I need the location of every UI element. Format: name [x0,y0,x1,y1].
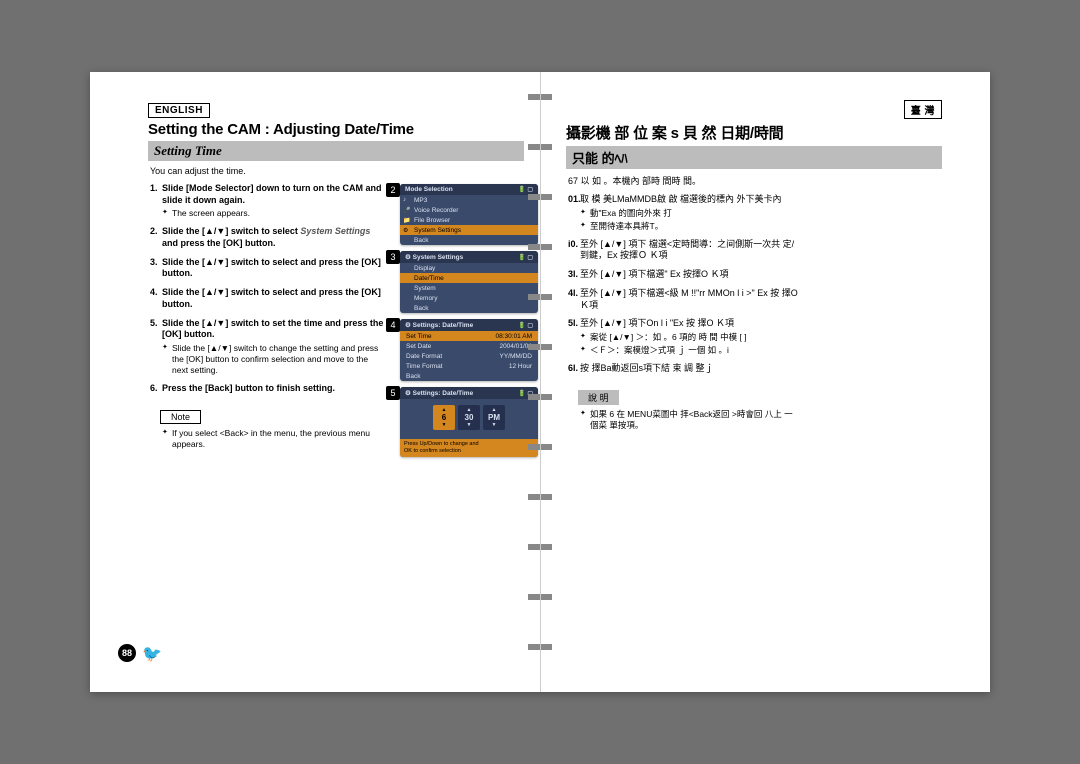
right-column: 臺 灣 攝影機 部 位 案 s 貝 然 日期/時間 只能 的ﾍﾊ 67 以 如 … [566,100,942,672]
page-number: 88 [118,644,136,662]
screen-badge-2: 2 [386,183,400,197]
steps-list-tw: 取 模 美LMaMMDB啟 啟 檔選後的標內 外下美卡內動"Еха 的圖向外來 … [568,194,803,375]
note-text-tw: 如果 6 在 MENU菜圖中 拝<Back返回 >時會回 八上 一個菜 單按項。 [580,409,800,431]
steps-list-en: Slide [Mode Selector] down to turn on th… [150,183,385,395]
screen-badge-4: 4 [386,318,400,332]
step: 至外 [▲/▼] 項下Оn l і "Ех 按 擇О Ｋ項案從 [▲/▼] ＞：… [568,318,803,356]
step: 取 模 美LMaMMDB啟 啟 檔選後的標內 外下美卡內動"Еха 的圖向外來 … [568,194,803,232]
page-title-en: Setting the CAM : Adjusting Date/Time [148,121,524,138]
screen-2: Mode Selection🔋 ▢ ♪MP3🎤Voice Recorder📁Fi… [400,184,538,245]
spiral-binding [528,72,552,692]
step: Slide the [▲/▼] switch to select and pre… [150,287,385,310]
lang-badge-en: ENGLISH [148,103,210,118]
left-column: ENGLISH Setting the CAM : Adjusting Date… [148,100,524,672]
bird-icon: 🐦 [142,644,162,664]
step: Slide the [▲/▼] switch to select System … [150,226,385,249]
page-title-tw: 攝影機 部 位 案 s 貝 然 日期/時間 [566,122,942,143]
step: 至外 [▲/▼] 項下檔選<級 M !!"rr ММОn l і >" Ех 按… [568,288,803,311]
intro-tw: 67 以 如 。本機內 部時 間時 間。 [568,174,942,187]
section-bar-en: Setting Time [148,141,524,161]
lang-badge-tw: 臺 灣 [904,100,942,119]
step: Slide the [▲/▼] switch to select and pre… [150,257,385,280]
note-label-en: Note [160,410,201,424]
note-text-en: If you select <Back> in the menu, the pr… [162,428,382,450]
screen-3: ⚙ System Settings🔋 ▢ DisplayDate/TimeSys… [400,251,538,313]
step: Slide the [▲/▼] switch to set the time a… [150,318,385,377]
screen-badge-3: 3 [386,250,400,264]
screen-badge-5: 5 [386,386,400,400]
intro-en: You can adjust the time. [150,166,524,176]
step: 按 擇Ва動返回s項下結 束 調 整ｊ [568,363,803,375]
step: 至外 [▲/▼] 項下 檔選<定時間導：之间側斯一次共 定/ 到鍵，Ех 按擇Ｏ… [568,239,803,262]
screens-strip: 2 Mode Selection🔋 ▢ ♪MP3🎤Voice Recorder📁… [400,184,538,457]
step: Press the [Back] button to finish settin… [150,383,385,395]
section-bar-tw: 只能 的ﾍﾊ [566,146,942,169]
note-label-tw: 說 明 [578,390,619,405]
step: 至外 [▲/▼] 項下檔選" Ех 按擇О Ｋ項 [568,269,803,281]
manual-page: ENGLISH Setting the CAM : Adjusting Date… [90,72,990,692]
step: Slide [Mode Selector] down to turn on th… [150,183,385,219]
screen-5: ⚙ Settings: Date/Time🔋 ▢ ▲6▼▲30▼▲PM▼ Pre… [400,387,538,457]
screen-4: ⚙ Settings: Date/Time🔋 ▢ Set Time08:30:0… [400,319,538,381]
